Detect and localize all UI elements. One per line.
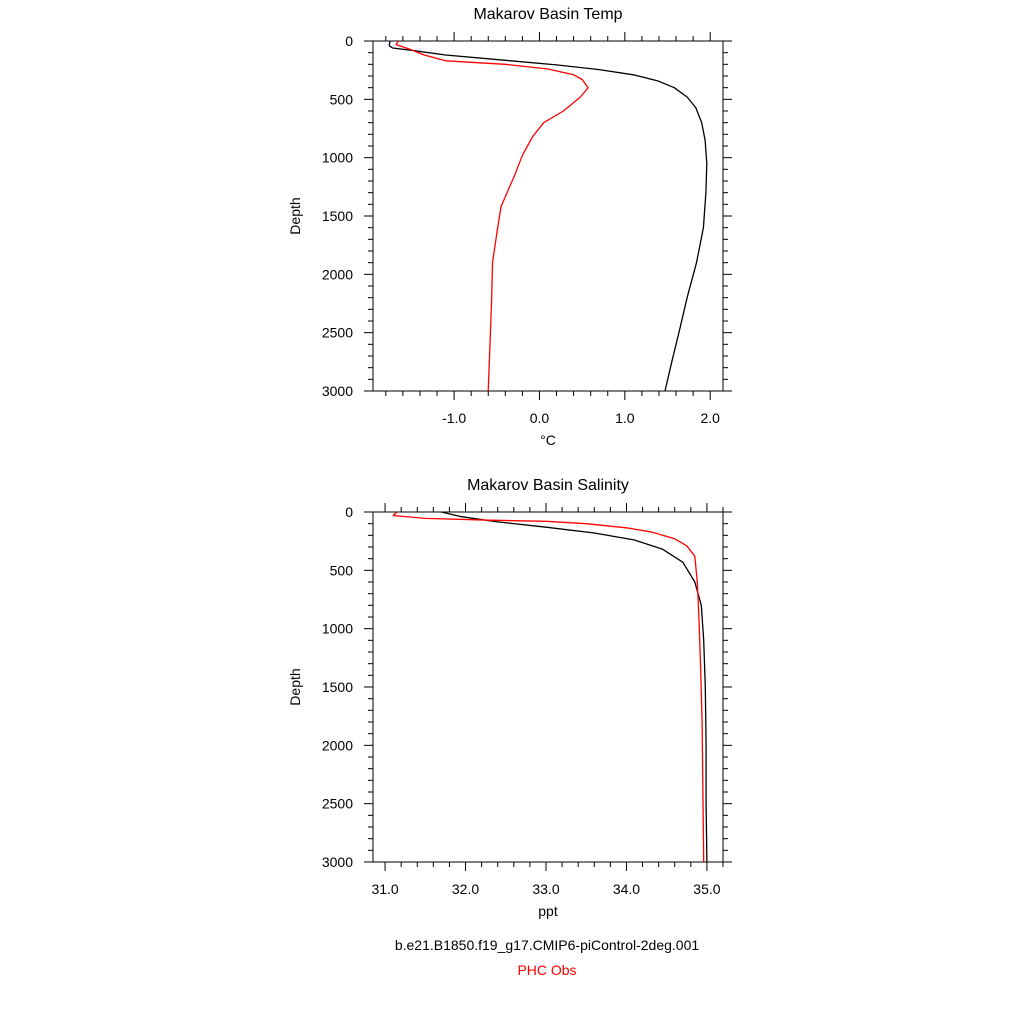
salinity-plot-frame [372, 511, 724, 863]
temp-panel: Makarov Basin Temp 0 500 1000 1500 2000 2500 30… [287, 6, 732, 448]
temp-y-tick-label: 3000 [322, 383, 353, 399]
temp-y-tick-label: 2500 [322, 325, 353, 341]
salinity-panel: Makarov Basin Salinity 0 500 1000 1500 2000 25… [287, 477, 732, 919]
temp-x-tick-label: 0.0 [530, 410, 550, 426]
temp-chart-title: Makarov Basin Temp [473, 6, 622, 23]
legend-model-label: b.e21.B1850.f19_g17.CMIP6-piControl-2deg… [394, 937, 700, 953]
salinity-y-tick-label: 1500 [322, 679, 353, 695]
salinity-obs-profile-line [392, 511, 705, 863]
salinity-model-profile-line [441, 511, 708, 863]
salinity-y-tick-label: 500 [330, 562, 354, 578]
temp-y-tick-label: 1500 [322, 208, 353, 224]
temp-x-tick-label: 2.0 [700, 410, 720, 426]
salinity-y-tick-label: 3000 [322, 854, 353, 870]
salinity-x-tick-label: 34.0 [613, 881, 640, 897]
salinity-x-tick-label: 31.0 [371, 881, 398, 897]
salinity-y-tick-label: 0 [345, 504, 353, 520]
temp-obs-profile-line [395, 40, 589, 392]
temp-model-profile-line [388, 40, 708, 392]
salinity-y-tick-label: 2500 [322, 796, 353, 812]
temp-x-axis-label: °C [540, 432, 556, 448]
salinity-x-tick-label: 32.0 [452, 881, 479, 897]
salinity-y-axis-label: Depth [287, 668, 303, 705]
salinity-x-tick-label: 35.0 [693, 881, 720, 897]
salinity-chart-title: Makarov Basin Salinity [467, 477, 629, 494]
temp-y-tick-label: 2000 [322, 266, 353, 282]
temp-plot-frame [372, 40, 724, 392]
salinity-y-tick-label: 1000 [322, 621, 353, 637]
temp-x-tick-label: -1.0 [442, 410, 466, 426]
temp-y-tick-label: 1000 [322, 150, 353, 166]
temp-y-tick-label: 0 [345, 33, 353, 49]
temp-x-tick-label: 1.0 [615, 410, 635, 426]
temp-y-tick-label: 500 [330, 91, 354, 107]
salinity-x-axis-label: ppt [538, 903, 558, 919]
salinity-x-tick-label: 33.0 [532, 881, 559, 897]
legend-obs-label: PHC Obs [517, 962, 577, 978]
temp-y-axis-label: Depth [287, 197, 303, 234]
salinity-y-tick-label: 2000 [322, 737, 353, 753]
